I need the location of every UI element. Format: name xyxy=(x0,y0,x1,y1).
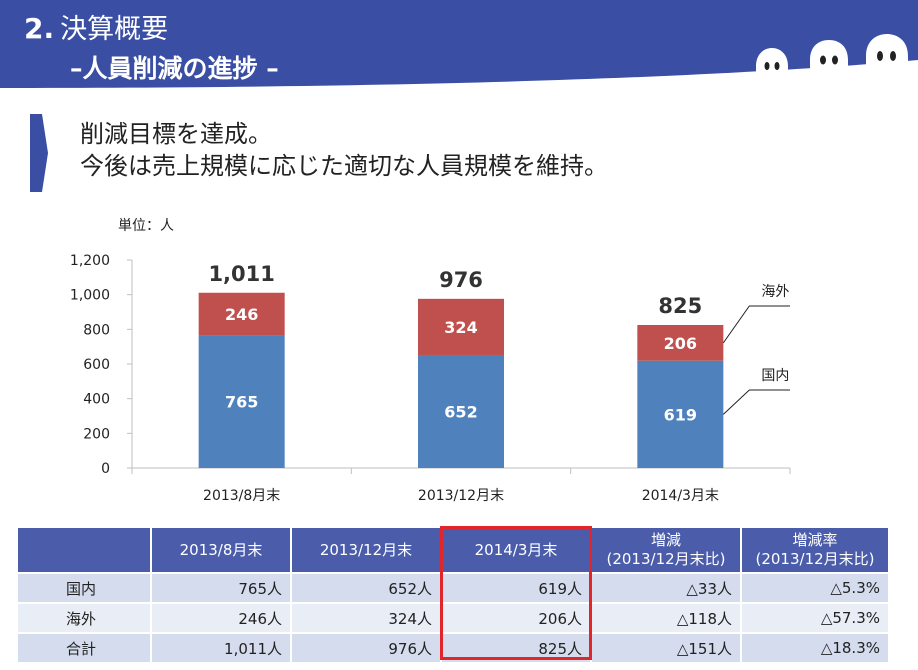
header-banner: 2. 決算概要 –人員削減の進捗 – xyxy=(0,0,918,90)
table-cell: △57.3% xyxy=(740,602,890,634)
ghost-mascot-icon xyxy=(810,40,848,88)
table-cell: 619人 xyxy=(440,572,592,604)
x-tick-label: 2013/8月末 xyxy=(203,488,280,504)
table-cell: 1,011人 xyxy=(150,632,292,664)
legend-domestic: 国内 xyxy=(761,368,789,384)
banner-background xyxy=(0,0,918,88)
table-cell: △118人 xyxy=(590,602,742,634)
section-subtitle: –人員削減の進捗 – xyxy=(70,54,279,83)
table-header-sub: (2013/12月末比) xyxy=(606,550,726,568)
table-cell: 246人 xyxy=(150,602,292,634)
table-cell: △5.3% xyxy=(740,572,890,604)
table-header-main: 増減 xyxy=(650,531,681,549)
legend-overseas: 海外 xyxy=(761,284,789,300)
row-label: 国内 xyxy=(16,572,152,604)
ghost-mascot-icon xyxy=(866,34,908,88)
total-label: 976 xyxy=(439,268,483,292)
y-tick-label: 1,200 xyxy=(70,253,110,269)
y-tick-label: 0 xyxy=(101,461,110,477)
y-tick-label: 200 xyxy=(83,426,110,442)
table-cell: 652人 xyxy=(290,572,442,604)
table-cell: 206人 xyxy=(440,602,592,634)
y-tick-label: 400 xyxy=(83,392,110,408)
bar-domestic xyxy=(637,360,724,468)
table-header-main: 増減率 xyxy=(792,531,838,549)
data-label-overseas: 324 xyxy=(444,318,477,337)
data-label-overseas: 246 xyxy=(225,305,258,324)
legend-leader-domestic xyxy=(722,389,790,415)
data-label-domestic: 619 xyxy=(664,405,697,424)
table-cell: 324人 xyxy=(290,602,442,634)
x-tick-label: 2014/3月末 xyxy=(642,488,719,504)
headcount-chart: 単位：人 0 200 400 600 800 1,000 1,200 765 246 1,011 20… xyxy=(70,218,791,504)
table-header-sub: (2013/12月末比) xyxy=(755,550,875,568)
table-cell: 825人 xyxy=(440,632,592,664)
bar-domestic xyxy=(198,335,285,468)
key-message: 削減目標を達成。 今後は売上規模に応じた適切な人員規模を維持。 xyxy=(80,118,608,182)
table-header-cell: 2013/8月末 xyxy=(150,526,292,574)
row-label: 合計 xyxy=(16,632,152,664)
message-line-1: 削減目標を達成。 xyxy=(80,120,272,148)
bar-overseas xyxy=(198,292,285,336)
table-cell: 765人 xyxy=(150,572,292,604)
table-cell: △18.3% xyxy=(740,632,890,664)
table-row: 海外 246人 324人 206人 △118人 △57.3% xyxy=(16,602,890,634)
page-title: 2. 決算概要 –人員削減の進捗 – xyxy=(24,10,279,88)
bar-overseas xyxy=(418,298,504,355)
table-row: 国内 765人 652人 619人 △33人 △5.3% xyxy=(16,572,890,604)
y-tick-label: 800 xyxy=(83,322,110,338)
headcount-table: 2013/8月末 2013/12月末 2014/3月末 増減 (2013/12月… xyxy=(16,526,890,664)
table-header-cell xyxy=(16,526,152,574)
bar-overseas xyxy=(637,325,724,361)
table-header-cell: 2014/3月末 xyxy=(440,526,592,574)
section-number: 2. xyxy=(24,12,55,45)
table-cell: △33人 xyxy=(590,572,742,604)
total-label: 825 xyxy=(658,294,702,318)
x-tick-label: 2013/12月末 xyxy=(418,488,504,504)
section-title: 決算概要 xyxy=(60,14,169,45)
table-header-cell: 増減 (2013/12月末比) xyxy=(590,526,742,574)
table-row: 合計 1,011人 976人 825人 △151人 △18.3% xyxy=(16,632,890,664)
legend-leader-overseas xyxy=(722,305,790,344)
table-cell: △151人 xyxy=(590,632,742,664)
data-label-domestic: 652 xyxy=(444,402,477,421)
y-tick-label: 1,000 xyxy=(70,288,110,304)
unit-label: 単位：人 xyxy=(118,218,174,234)
row-label: 海外 xyxy=(16,602,152,634)
message-line-2: 今後は売上規模に応じた適切な人員規模を維持。 xyxy=(80,152,608,180)
y-tick-label: 600 xyxy=(83,357,110,373)
table-header-row: 2013/8月末 2013/12月末 2014/3月末 増減 (2013/12月… xyxy=(16,526,890,574)
data-label-overseas: 206 xyxy=(664,334,697,353)
data-label-domestic: 765 xyxy=(225,393,258,412)
table-cell: 976人 xyxy=(290,632,442,664)
table-header-cell: 2013/12月末 xyxy=(290,526,442,574)
bar-domestic xyxy=(418,354,504,468)
table-header-cell: 増減率 (2013/12月末比) xyxy=(740,526,890,574)
message-marker-icon xyxy=(30,114,48,192)
total-label: 1,011 xyxy=(208,262,274,286)
ghost-mascot-icon xyxy=(756,48,788,90)
